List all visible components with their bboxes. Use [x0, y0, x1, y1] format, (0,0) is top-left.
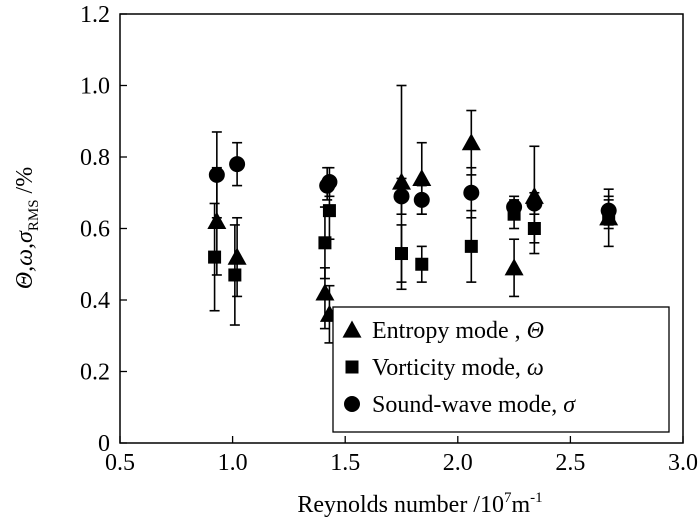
- x-tick-label: 2.0: [443, 450, 473, 476]
- x-axis: 0.5 1.0 1.5 2.0 2.5 3.0: [105, 436, 698, 476]
- y-tick-label: 0.4: [80, 288, 110, 314]
- x-axis-label-sup: 7: [504, 490, 512, 506]
- y-tick-label: 0.2: [80, 360, 110, 386]
- data-point-circle: [506, 199, 523, 216]
- x-tick-label: 2.5: [555, 450, 585, 476]
- data-point-circle: [526, 195, 543, 212]
- data-point-circle: [229, 156, 246, 173]
- legend-label: Vorticity mode, ω: [372, 355, 544, 381]
- legend-box: [332, 306, 670, 433]
- y-tick-label: 0: [98, 431, 110, 457]
- data-point-square: [395, 247, 408, 261]
- y-tick-label: 1.2: [80, 2, 110, 28]
- legend-label: Sound-wave mode, σ: [372, 392, 576, 418]
- legend-marker-circle: [344, 396, 360, 412]
- y-axis-label: Θ,ω,σRMS /%: [12, 167, 42, 289]
- series-circle: [208, 131, 617, 226]
- data-point-square: [322, 204, 336, 218]
- data-point-square: [464, 239, 478, 253]
- x-axis-label: Reynolds number /107m-1: [297, 490, 542, 518]
- y-axis-label-unit: /%: [12, 167, 38, 200]
- data-point-square: [208, 250, 222, 264]
- legend: Entropy mode , Θ Vorticity mode, ω Sound-w…: [332, 306, 670, 433]
- x-tick-label: 1.0: [218, 450, 248, 476]
- x-axis-label-unit-sup: -1: [530, 490, 543, 506]
- y-axis-label-sub: RMS: [26, 199, 42, 231]
- data-point-square: [415, 257, 429, 271]
- y-tick-label: 0.8: [80, 145, 110, 171]
- data-point-triangle: [412, 168, 432, 187]
- legend-marker-triangle: [342, 320, 362, 338]
- data-point-circle: [600, 202, 617, 219]
- data-point-triangle: [461, 133, 481, 151]
- data-point-circle: [208, 166, 225, 183]
- data-point-triangle: [504, 258, 524, 276]
- data-point-circle: [393, 188, 410, 205]
- x-tick-label: 3.0: [668, 450, 698, 476]
- y-axis: 0 0.2 0.4 0.6 0.8 1.0 1.2: [80, 2, 127, 457]
- legend-marker-square: [345, 360, 359, 374]
- x-axis-label-main: Reynolds number /10: [297, 492, 504, 518]
- data-point-triangle: [207, 211, 227, 229]
- data-point-circle: [413, 191, 430, 208]
- y-tick-label: 0.6: [80, 217, 110, 243]
- data-point-square: [527, 222, 541, 235]
- x-tick-label: 0.5: [105, 450, 135, 476]
- data-point-triangle: [227, 247, 247, 265]
- y-tick-label: 1.0: [80, 74, 110, 100]
- data-point-circle: [463, 184, 480, 201]
- series-layer: [207, 84, 619, 344]
- data-point-circle: [321, 174, 338, 191]
- legend-label: Entropy mode , Θ: [372, 318, 544, 344]
- x-axis-label-unit: m: [511, 492, 530, 518]
- y-axis-label-symbols: Θ,ω,σ: [12, 230, 38, 289]
- data-point-square: [228, 268, 242, 282]
- x-tick-label: 1.5: [330, 450, 360, 476]
